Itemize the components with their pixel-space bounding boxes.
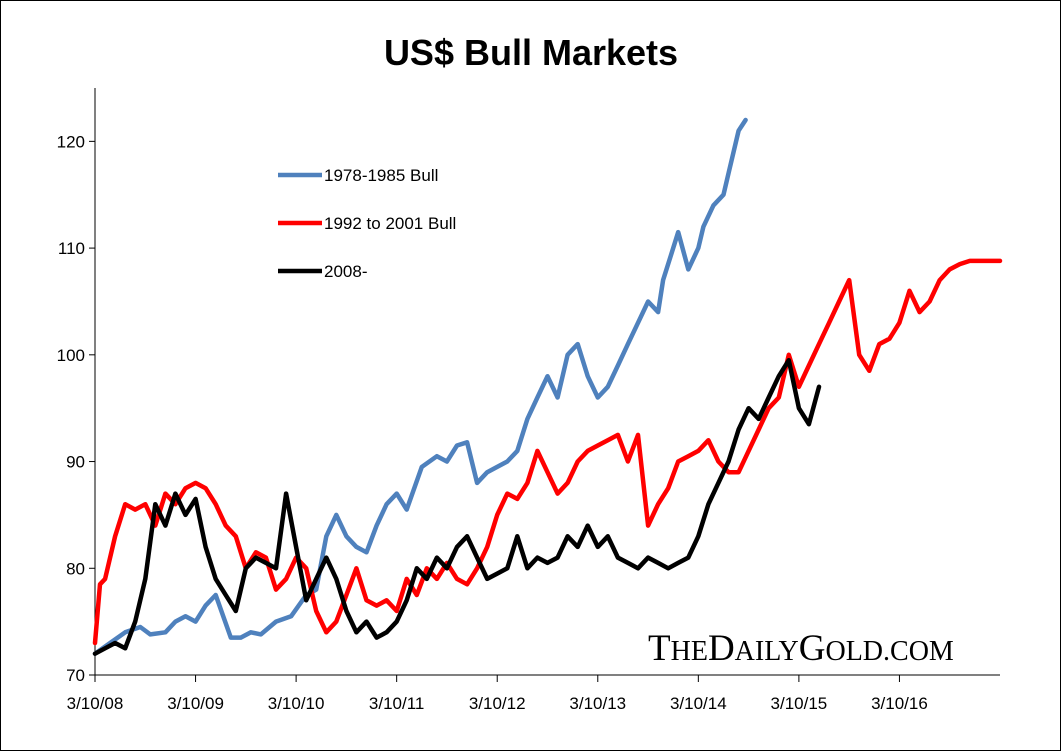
- series-line-1: [92, 258, 1003, 646]
- y-tick-label: 90: [66, 453, 85, 472]
- x-tick-label: 3/10/13: [569, 694, 626, 713]
- chart-title: US$ Bull Markets: [384, 32, 678, 73]
- x-tick-label: 3/10/11: [369, 694, 424, 713]
- x-tick-label: 3/10/12: [469, 694, 526, 713]
- watermark: THEDAILYGOLD.COM: [648, 628, 954, 669]
- legend-label-0: 1978-1985 Bull: [324, 166, 438, 185]
- series-layer: [92, 117, 1003, 656]
- y-tick-label: 110: [58, 239, 85, 258]
- x-tick-label: 3/10/08: [67, 694, 124, 713]
- axes: 70 80 90 100 110 120 3/10/08 3/10/09 3/10/10 3/10…: [57, 88, 1000, 713]
- x-tick-label: 3/10/14: [670, 694, 727, 713]
- y-tick-label: 120: [57, 132, 85, 151]
- x-tick-label: 3/10/15: [771, 694, 828, 713]
- legend-label-2: 2008-: [324, 262, 367, 281]
- legend: 1978-1985 Bull 1992 to 2001 Bull 2008-: [278, 166, 456, 281]
- y-tick-label: 80: [66, 559, 85, 578]
- x-tick-label: 3/10/10: [268, 694, 325, 713]
- series-line-2: [92, 357, 822, 656]
- series-line-0: [92, 117, 748, 656]
- x-tick-label: 3/10/16: [871, 694, 928, 713]
- legend-label-1: 1992 to 2001 Bull: [324, 214, 456, 233]
- y-tick-label: 100: [57, 346, 85, 365]
- y-tick-label: 70: [66, 666, 85, 685]
- x-tick-label: 3/10/09: [167, 694, 224, 713]
- watermark-text: THEDAILYGOLD.COM: [648, 628, 954, 669]
